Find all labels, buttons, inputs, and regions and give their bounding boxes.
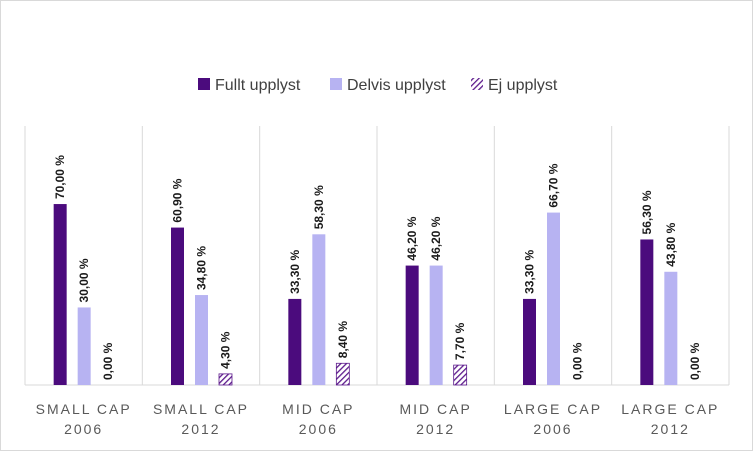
- data-label-2-1: 30,00 %: [77, 258, 91, 302]
- data-label-3-5: 0,00 %: [571, 342, 585, 380]
- x-tick-label-6-line-1: LARGE CAP: [621, 401, 719, 417]
- data-label-1-6: 56,30 %: [640, 190, 654, 234]
- x-tick-label-6-line-2: 2012: [651, 421, 690, 437]
- bar-2-4: [429, 265, 443, 385]
- data-label-3-1: 0,00 %: [101, 342, 115, 380]
- legend-swatch-2: [330, 78, 342, 90]
- value-labels-group: 70,00 % 30,00 % 0,00 % 60,90 % 34,80 % 4,30 %…: [53, 155, 702, 380]
- legend-label-1: Fullt upplyst: [215, 77, 301, 94]
- legend: Fullt upplyst Delvis upplyst Ej upplyst: [198, 77, 558, 94]
- data-label-2-4: 46,20 %: [429, 216, 443, 260]
- bar-3-2: [218, 373, 233, 386]
- x-tick-label-4-line-1: MID CAP: [399, 401, 471, 417]
- data-label-3-3: 8,40 %: [336, 321, 350, 359]
- data-label-2-2: 34,80 %: [195, 246, 209, 290]
- data-label-3-4: 7,70 %: [453, 322, 467, 360]
- x-tick-label-4-line-2: 2012: [416, 421, 455, 437]
- bar-2-3: [312, 234, 326, 385]
- x-tick-label-5-line-2: 2006: [533, 421, 572, 437]
- legend-label-3: Ej upplyst: [488, 77, 558, 94]
- bar-1-4: [405, 265, 419, 385]
- bar-1-6: [640, 239, 654, 385]
- bar-1-3: [288, 298, 302, 385]
- bar-3-3: [335, 362, 350, 386]
- x-tick-label-2-line-2: 2012: [181, 421, 220, 437]
- legend-label-2: Delvis upplyst: [347, 77, 446, 94]
- data-label-2-5: 66,70 %: [547, 163, 561, 207]
- bar-2-5: [547, 212, 560, 385]
- data-label-1-4: 46,20 %: [405, 216, 419, 260]
- data-label-1-2: 60,90 %: [171, 178, 185, 222]
- x-tick-label-3-line-2: 2006: [299, 421, 338, 437]
- x-tick-label-3-line-1: MID CAP: [282, 401, 354, 417]
- x-axis-ticks: SMALL CAP 2006 SMALL CAP 2012 MID CAP 2006 MID…: [36, 401, 719, 437]
- bar-1-1: [53, 204, 67, 385]
- x-tick-label-1-line-1: SMALL CAP: [36, 401, 132, 417]
- category-separators: [24, 126, 730, 386]
- bar-1-2: [171, 227, 184, 385]
- bar-2-1: [77, 307, 91, 385]
- x-tick-label-2-line-1: SMALL CAP: [153, 401, 249, 417]
- bar-2-6: [664, 271, 678, 385]
- data-label-3-6: 0,00 %: [688, 342, 702, 380]
- data-label-1-3: 33,30 %: [288, 250, 302, 294]
- x-tick-label-5-line-1: LARGE CAP: [504, 401, 602, 417]
- legend-swatch-1: [198, 78, 210, 90]
- bar-3-4: [453, 364, 468, 386]
- data-label-3-2: 4,30 %: [219, 331, 233, 369]
- data-label-1-1: 70,00 %: [53, 155, 67, 199]
- data-label-2-3: 58,30 %: [312, 185, 326, 229]
- bar-1-5: [523, 298, 536, 385]
- x-tick-label-1-line-2: 2006: [64, 421, 103, 437]
- bar-2-2: [195, 295, 208, 385]
- bars-group: [53, 204, 678, 386]
- data-label-2-6: 43,80 %: [664, 222, 678, 266]
- data-label-1-5: 33,30 %: [523, 250, 537, 294]
- legend-swatch-3: [471, 78, 483, 90]
